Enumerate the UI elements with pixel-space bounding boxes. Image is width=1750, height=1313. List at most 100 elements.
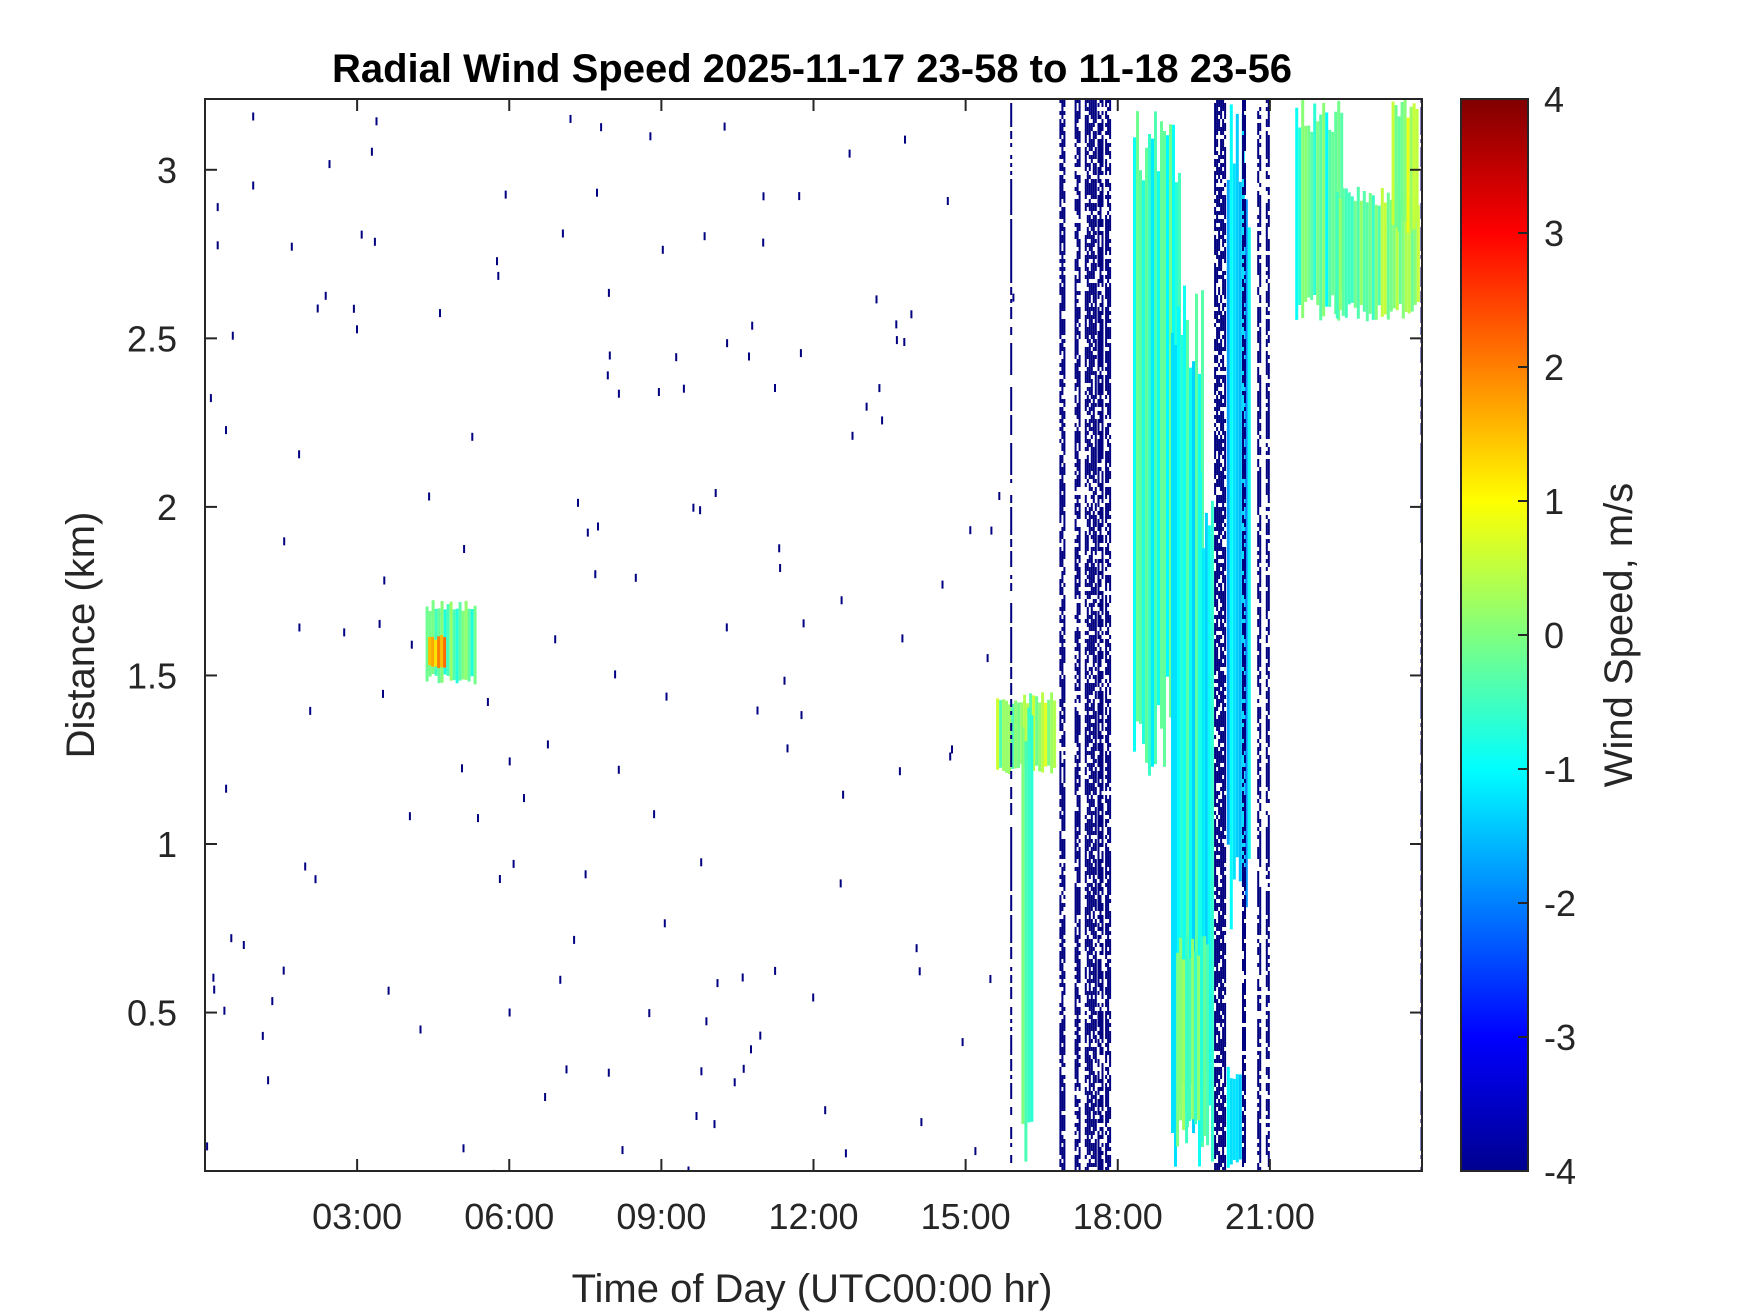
- heatmap-cell: [1090, 1099, 1093, 1103]
- heatmap-cell: [1109, 123, 1112, 127]
- heatmap-cell: [1109, 523, 1112, 527]
- heatmap-cell: [1242, 927, 1244, 931]
- heatmap-cell: [1214, 415, 1217, 419]
- heatmap-cell: [1218, 643, 1221, 647]
- heatmap-cell: [1094, 863, 1097, 867]
- heatmap-cell: [1074, 431, 1077, 435]
- heatmap-cell: [1101, 99, 1104, 103]
- heatmap-cell: [1416, 205, 1420, 302]
- heatmap-cell: [1090, 111, 1093, 115]
- heatmap-cell: [1090, 1123, 1093, 1127]
- heatmap-cell: [1099, 1011, 1102, 1015]
- heatmap-cell: [1105, 1003, 1108, 1007]
- heatmap-cell: [1076, 187, 1079, 191]
- heatmap-cell: [1076, 1051, 1079, 1055]
- heatmap-cell: [1094, 659, 1097, 663]
- heatmap-cell: [1097, 811, 1100, 815]
- heatmap-cell: [1088, 731, 1091, 735]
- heatmap-cell: [1107, 1143, 1110, 1147]
- heatmap-cell: [1220, 955, 1223, 959]
- heatmap-cell: [1214, 679, 1217, 683]
- heatmap-cell: [1078, 963, 1081, 967]
- heatmap-cell: [1094, 451, 1097, 455]
- heatmap-cell: [1084, 187, 1087, 191]
- heatmap-cell: [1097, 475, 1100, 479]
- heatmap-cell: [1101, 607, 1104, 611]
- heatmap-cell: [1218, 743, 1221, 747]
- heatmap-cell: [1078, 195, 1081, 199]
- heatmap-cell: [1061, 847, 1064, 851]
- heatmap-cell: [1242, 247, 1244, 251]
- heatmap-cell: [1061, 1035, 1064, 1039]
- heatmap-cell: [1107, 991, 1110, 995]
- heatmap-cell: [1094, 1099, 1097, 1103]
- heatmap-cell: [1107, 959, 1110, 963]
- heatmap-cell: [1218, 819, 1221, 823]
- heatmap-cell: [1224, 103, 1227, 107]
- heatmap-cell: [1220, 903, 1223, 907]
- heatmap-cell: [1224, 895, 1227, 899]
- heatmap-cell: [1084, 743, 1087, 747]
- heatmap-cell: [1097, 363, 1100, 367]
- heatmap-cell: [1224, 1131, 1227, 1135]
- heatmap-cell: [1214, 111, 1217, 115]
- heatmap-cell: [1078, 1167, 1081, 1171]
- heatmap-cell: [1101, 403, 1104, 407]
- heatmap-cell: [1214, 375, 1217, 379]
- heatmap-cell: [1105, 547, 1108, 551]
- heatmap-cell: [1101, 1051, 1104, 1055]
- heatmap-cell: [1216, 939, 1219, 943]
- heatmap-cell: [1061, 1099, 1064, 1103]
- heatmap-cell: [1222, 803, 1225, 807]
- heatmap-cell: [1101, 259, 1104, 263]
- heatmap-cell: [1090, 403, 1093, 407]
- heatmap-cell: [1222, 735, 1225, 739]
- heatmap-cell: [1092, 171, 1095, 175]
- heatmap-cell: [1097, 171, 1100, 175]
- heatmap-cell: [1076, 243, 1079, 247]
- heatmap-cell: [1074, 539, 1077, 543]
- heatmap-cell: [1328, 129, 1332, 307]
- heatmap-cell: [1094, 539, 1097, 543]
- heatmap-cell: [1107, 1027, 1110, 1031]
- heatmap-cell: [1063, 355, 1066, 359]
- heatmap-cell: [1097, 139, 1100, 143]
- heatmap-cell: [1074, 887, 1077, 891]
- heatmap-cell: [1086, 115, 1089, 119]
- heatmap-cell: [1222, 895, 1225, 899]
- heatmap-cell: [1107, 1127, 1110, 1131]
- heatmap-cell: [1074, 567, 1077, 571]
- heatmap-cell: [1109, 183, 1112, 187]
- heatmap-cell: [1076, 659, 1079, 663]
- heatmap-cell: [1074, 847, 1077, 851]
- heatmap-cell: [1088, 175, 1091, 179]
- heatmap-cell: [1224, 603, 1227, 607]
- heatmap-cell: [1084, 947, 1087, 951]
- heatmap-cell: [1063, 487, 1066, 491]
- heatmap-cell: [1107, 615, 1110, 619]
- heatmap-cell: [1059, 1031, 1062, 1035]
- heatmap-cell: [1224, 1019, 1227, 1023]
- heatmap-cell: [1088, 967, 1091, 971]
- heatmap-cell: [1099, 647, 1102, 651]
- heatmap-cell: [1090, 355, 1093, 359]
- heatmap-cell: [1101, 239, 1104, 243]
- heatmap-cell: [1076, 911, 1079, 915]
- heatmap-cell: [1094, 759, 1097, 763]
- heatmap-cell: [1220, 167, 1223, 171]
- heatmap-cell: [1400, 102, 1404, 221]
- heatmap-cell: [1086, 275, 1089, 279]
- heatmap-cell: [1074, 1011, 1077, 1015]
- heatmap-cell: [1088, 787, 1091, 791]
- heatmap-cell: [1218, 1151, 1221, 1155]
- heatmap-cell: [1218, 1143, 1221, 1147]
- heatmap-cell: [1097, 611, 1100, 615]
- heatmap-cell: [1074, 107, 1077, 111]
- heatmap-cell: [1086, 779, 1089, 783]
- heatmap-cell: [1094, 343, 1097, 347]
- heatmap-cell: [1059, 455, 1062, 459]
- heatmap-cell: [1086, 259, 1089, 263]
- heatmap-cell: [1216, 803, 1219, 807]
- heatmap-cell: [1059, 659, 1062, 663]
- heatmap-cell: [1061, 999, 1064, 1003]
